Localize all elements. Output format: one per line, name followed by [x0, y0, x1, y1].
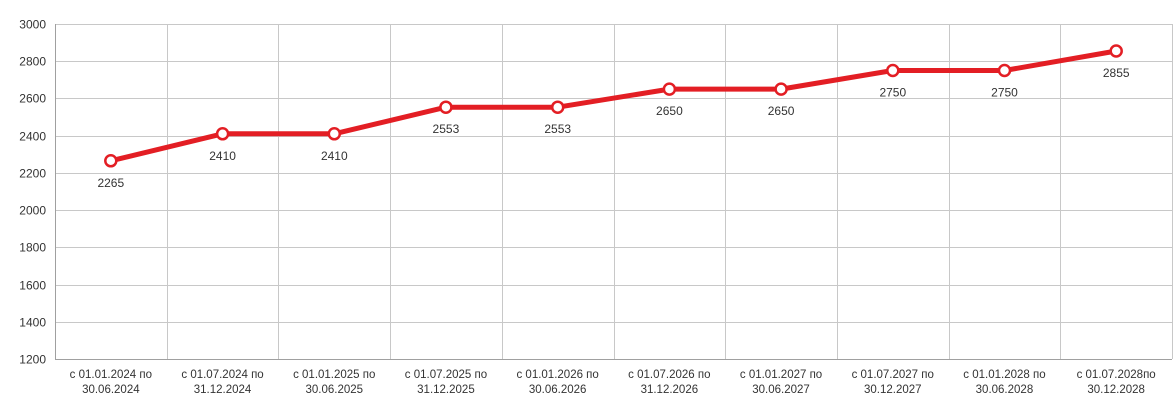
- x-tick-label: с 01.01.2025 по 30.06.2025: [293, 369, 375, 396]
- data-label: 2553: [433, 122, 460, 136]
- data-point: [439, 100, 453, 114]
- x-tick-label: с 01.07.2024 по 31.12.2024: [181, 369, 263, 396]
- y-tick-label: 2600: [19, 92, 46, 106]
- data-label: 2553: [544, 122, 571, 136]
- x-tick-label: с 01.01.2028 по 30.06.2028: [963, 369, 1045, 396]
- x-tick-label: с 01.07.2026 по 31.12.2026: [628, 369, 710, 396]
- x-tick-label: с 01.01.2026 по 30.06.2026: [516, 369, 598, 396]
- data-point: [1109, 44, 1123, 58]
- data-label: 2650: [656, 104, 683, 118]
- x-tick-label: с 01.01.2027 по 30.06.2027: [740, 369, 822, 396]
- data-labels: 2265 2410 2410 2553 2553 2650 2650 2750 2750 2855: [97, 66, 1129, 190]
- data-label: 2750: [879, 86, 906, 100]
- y-tick-label: 3000: [19, 18, 46, 32]
- data-label: 2410: [209, 149, 236, 163]
- y-tick-label: 2200: [19, 167, 46, 181]
- series-line: [108, 48, 1119, 164]
- data-point: [774, 82, 788, 96]
- x-tick-label: с 01.07.2027 по 30.12.2027: [852, 369, 934, 396]
- data-point: [997, 63, 1012, 78]
- y-axis: 1200 1400 1600 1800 2000 2200 2400 2600 2800 3000: [19, 18, 56, 367]
- data-point: [886, 63, 900, 78]
- y-tick-label: 2800: [19, 55, 46, 69]
- y-tick-label: 1200: [19, 353, 46, 367]
- y-tick-label: 2400: [19, 130, 46, 144]
- data-label: 2750: [991, 86, 1018, 100]
- series: [104, 44, 1123, 168]
- data-label: 2650: [768, 104, 795, 118]
- y-tick-label: 2000: [19, 204, 46, 218]
- data-label: 2410: [321, 149, 348, 163]
- data-point: [104, 154, 118, 168]
- x-axis: с 01.01.2024 по 30.06.2024 с 01.07.2024 по…: [55, 359, 1172, 396]
- data-point: [215, 127, 230, 141]
- x-tick-label: с 01.07.2028по 30.12.2028: [1077, 369, 1156, 396]
- data-point: [327, 127, 342, 141]
- data-label: 2855: [1103, 66, 1130, 80]
- x-tick-label: с 01.01.2024 по 30.06.2024: [70, 369, 152, 396]
- y-tick-label: 1400: [19, 316, 46, 330]
- data-label: 2265: [97, 176, 124, 190]
- y-tick-label: 1600: [19, 279, 46, 293]
- data-point: [662, 82, 677, 96]
- data-point: [550, 100, 565, 114]
- x-tick-label: с 01.07.2025 по 31.12.2025: [405, 369, 487, 396]
- y-tick-label: 1800: [19, 241, 46, 255]
